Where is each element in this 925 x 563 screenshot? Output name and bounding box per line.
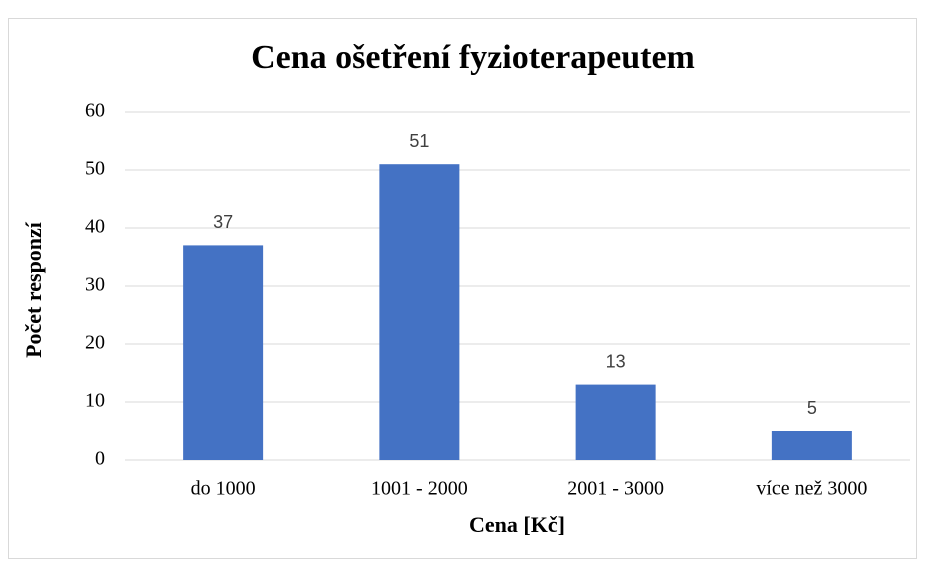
y-tick-label: 0: [95, 448, 105, 470]
data-label: 13: [606, 351, 626, 371]
bar: [771, 431, 852, 460]
chart-title: Cena ošetření fyzioterapeutem: [251, 39, 695, 76]
data-label: 37: [213, 212, 233, 232]
data-label: 5: [807, 398, 817, 418]
chart-border: [8, 18, 917, 559]
x-tick-label: do 1000: [191, 478, 256, 500]
bar: [379, 164, 460, 460]
x-tick-label: 2001 - 3000: [567, 478, 664, 500]
bar: [183, 245, 264, 460]
x-tick-label: více než 3000: [756, 478, 867, 500]
y-axis-label: Počet responzí: [21, 221, 46, 358]
y-tick-label: 50: [85, 158, 105, 180]
x-axis-label: Cena [Kč]: [469, 512, 565, 537]
y-tick-label: 30: [85, 274, 105, 296]
y-tick-label: 20: [85, 332, 105, 354]
y-tick-label: 60: [85, 100, 105, 122]
y-tick-label: 10: [85, 390, 105, 412]
data-label: 51: [409, 131, 429, 151]
y-tick-label: 40: [85, 216, 105, 238]
x-tick-label: 1001 - 2000: [371, 478, 468, 500]
bar: [575, 384, 656, 460]
